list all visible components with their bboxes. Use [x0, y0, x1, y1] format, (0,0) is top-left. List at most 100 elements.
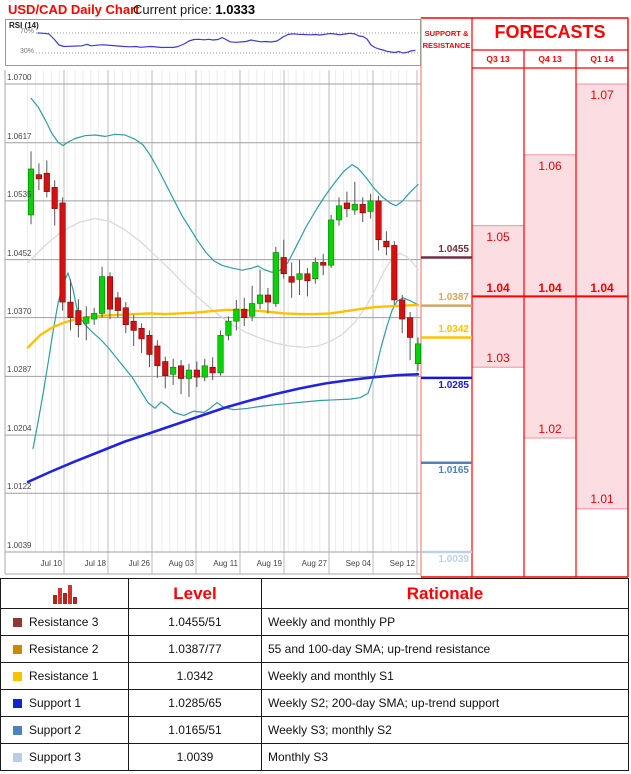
- table-row: Support 2 1.0165/51 Weekly S3; monthly S2: [0, 716, 629, 744]
- y-axis-tick: 1.0287: [7, 365, 32, 375]
- level-rationale: Weekly S2; 200-day SMA; up-trend support: [261, 689, 629, 717]
- level-color-swatch: [13, 617, 22, 627]
- sr-level-label-r3: 1.0455: [438, 244, 469, 255]
- x-axis-tick: Aug 03: [168, 559, 194, 568]
- candle-body-down: [67, 301, 74, 318]
- forecast-q1-central: 1.04: [590, 281, 614, 295]
- candle-body-down: [59, 202, 66, 303]
- candle-body-down: [138, 327, 145, 340]
- y-axis-tick: 1.0204: [7, 424, 32, 434]
- candle-body-up: [351, 204, 358, 211]
- sma-100-line: [27, 217, 419, 349]
- sr-level-label-r2: 1.0387: [438, 292, 469, 303]
- level-rationale: Monthly S3: [261, 743, 629, 771]
- table-row: Resistance 2 1.0387/77 55 and 100-day SMA;…: [0, 635, 629, 663]
- candle-body-down: [343, 202, 350, 209]
- y-axis-tick: 1.0122: [7, 482, 32, 492]
- current-price: Current price: 1.0333: [133, 2, 255, 17]
- forecast-q3-high: 1.05: [486, 230, 510, 244]
- candle-body-up: [170, 366, 177, 375]
- rsi-line: [37, 32, 416, 54]
- x-axis-tick: Jul 10: [40, 559, 62, 568]
- current-price-value: 1.0333: [215, 2, 256, 17]
- level-value: 1.0039: [128, 743, 262, 771]
- candle-body-up: [312, 262, 319, 280]
- candle-body-up: [83, 316, 90, 324]
- sr-level-label-s2: 1.0165: [438, 465, 469, 476]
- candle-body-down: [264, 294, 271, 303]
- candle-body-down: [178, 365, 185, 379]
- forecast-col-q1-14: Q1 14: [590, 54, 614, 64]
- y-axis-tick: 1.0039: [7, 541, 32, 550]
- levels-table-header-rationale: Rationale: [261, 578, 629, 609]
- y-axis-tick: 1.0617: [7, 131, 32, 141]
- candle-body-down: [106, 276, 114, 310]
- candle-body-up: [272, 252, 279, 304]
- x-axis-tick: Jul 26: [128, 559, 150, 568]
- candle-body-down: [51, 187, 58, 209]
- level-value: 1.0387/77: [128, 635, 262, 663]
- forecast-q4-central: 1.04: [538, 281, 562, 295]
- chart-canvas: [4, 17, 629, 578]
- bar-chart-icon: [52, 584, 77, 604]
- level-color-swatch: [13, 752, 22, 762]
- candle-body-down: [146, 335, 153, 355]
- candle-body-down: [359, 204, 366, 214]
- candle-body-down: [241, 308, 248, 318]
- table-row: Support 1 1.0285/65 Weekly S2; 200-day SMA…: [0, 689, 629, 717]
- candle-body-up: [367, 200, 374, 212]
- candle-body-down: [320, 262, 327, 266]
- candle-body-down: [43, 172, 50, 192]
- level-value: 1.0455/51: [128, 608, 262, 636]
- candle-body-up: [225, 320, 232, 336]
- y-axis-tick: 1.0452: [7, 248, 32, 258]
- level-name: Resistance 1: [29, 669, 99, 683]
- x-axis-tick: Aug 11: [213, 559, 238, 568]
- current-price-label: Current price:: [133, 2, 212, 17]
- forecast-q3-central: 1.04: [486, 281, 510, 295]
- x-axis-tick: Jul 18: [84, 559, 106, 568]
- rsi-tick-70: 70%: [19, 28, 34, 35]
- rsi-panel: [5, 19, 421, 66]
- level-name: Support 1: [29, 696, 82, 710]
- forecast-q4-low: 1.02: [538, 422, 562, 436]
- candle-body-up: [256, 294, 264, 304]
- sma-55-line: [26, 303, 420, 349]
- candle-body-down: [399, 299, 406, 320]
- x-axis-tick: Aug 19: [256, 559, 282, 568]
- candle-body-up: [217, 335, 224, 374]
- sr-level-label-s1: 1.0285: [438, 380, 469, 391]
- candle-body-up: [99, 276, 106, 314]
- candle-body-up: [249, 303, 256, 317]
- candle-body-up: [335, 205, 343, 221]
- levels-table-icon-cell: [0, 578, 129, 609]
- level-name: Support 3: [29, 750, 82, 764]
- candle-body-up: [296, 273, 303, 280]
- x-axis-tick: Sep 12: [389, 559, 415, 568]
- candle-body-down: [209, 366, 216, 374]
- level-color-swatch: [13, 725, 22, 735]
- candle-body-up: [414, 343, 422, 364]
- candle-body-down: [288, 276, 295, 283]
- table-row: Support 3 1.0039 Monthly S3: [0, 743, 629, 771]
- candle-body-up: [233, 308, 240, 322]
- candle-body-down: [193, 369, 200, 378]
- candle-body-down: [375, 200, 382, 241]
- rsi-label: RSI (14): [9, 21, 39, 30]
- y-axis-tick: 1.0535: [7, 189, 32, 199]
- bollinger-upper-line: [30, 97, 419, 273]
- level-value: 1.0285/65: [128, 689, 262, 717]
- x-axis-tick: Sep 04: [345, 559, 371, 568]
- page-title: USD/CAD Daily Chart: [8, 2, 140, 17]
- candle-body-down: [75, 310, 82, 326]
- table-row: Resistance 1 1.0342 Weekly and monthly S1: [0, 662, 629, 690]
- level-color-swatch: [13, 698, 22, 708]
- level-rationale: Weekly and monthly S1: [261, 662, 629, 690]
- candle-body-up: [185, 369, 193, 379]
- sr-panel-header: SUPPORT & RESISTANCE: [422, 29, 471, 50]
- level-value: 1.0165/51: [128, 716, 262, 744]
- levels-table: Level Rationale Resistance 3 1.0455/51 Weekl…: [0, 578, 629, 771]
- candle-body-down: [122, 307, 129, 326]
- candle-body-up: [27, 168, 35, 216]
